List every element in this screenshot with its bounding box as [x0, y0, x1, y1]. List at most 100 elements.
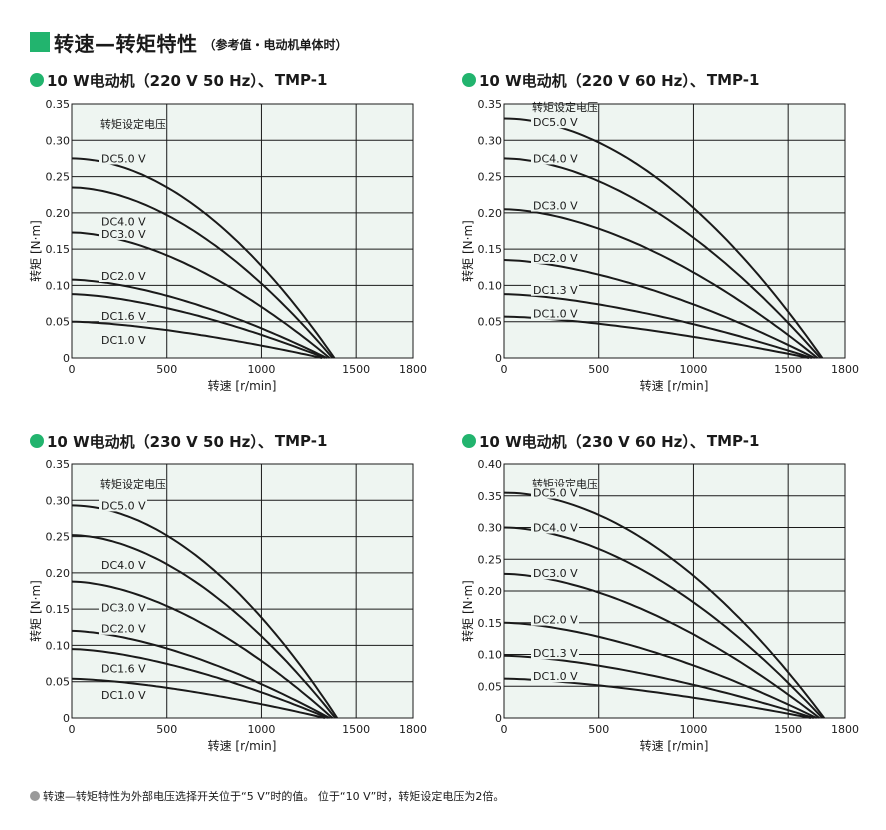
series-curve — [71, 580, 334, 719]
series-label: DC2.0 V — [533, 614, 578, 627]
series-label-background — [99, 688, 147, 701]
y-tick-label: 0.30 — [46, 494, 71, 507]
x-tick-label: 1800 — [399, 363, 427, 376]
y-tick-label: 0 — [495, 352, 502, 365]
series-label: DC1.3 V — [533, 284, 578, 297]
series-label-background — [99, 662, 147, 675]
y-tick-label: 0.20 — [46, 207, 71, 220]
y-tick-label: 0.20 — [478, 585, 503, 598]
y-tick-label: 0.10 — [478, 279, 503, 292]
x-tick-label: 1000 — [679, 363, 707, 376]
series-label-background — [99, 227, 147, 240]
x-tick-label: 1000 — [247, 723, 275, 736]
series-curve — [503, 526, 824, 719]
y-tick-label: 0.30 — [478, 134, 503, 147]
series-label-background — [531, 283, 579, 296]
chart-4: 0 500 1000 1500 1800 0 0.05 0.10 0.15 0.20 0.25 0.3… — [432, 450, 872, 770]
gray-dot-icon — [30, 791, 40, 801]
series-label: DC3.0 V — [101, 602, 146, 615]
series-label-background — [531, 486, 579, 499]
x-tick-label: 1500 — [774, 363, 802, 376]
series-label: DC5.0 V — [533, 116, 578, 129]
series-label-background — [531, 307, 579, 320]
page-title: 转速—转矩特性 （参考值・电动机单体时） — [30, 28, 348, 56]
series-label-background — [531, 152, 579, 165]
legend-title: 转矩设定电压 — [100, 477, 166, 491]
chart-heading-text: 10 W电动机（220 V 60 Hz）、 — [479, 71, 705, 90]
chart-heading-3: 10 W电动机（230 V 50 Hz）、 TMP-1 — [30, 431, 327, 451]
chart-heading-model: TMP-1 — [274, 71, 328, 89]
chart-svg: 0 500 1000 1500 1800 0 0.05 0.10 0.15 0.20 0.25 0.3… — [28, 458, 427, 753]
x-tick-label: 0 — [69, 363, 76, 376]
series-label: DC1.3 V — [533, 647, 578, 660]
y-tick-label: 0.30 — [46, 134, 71, 147]
plot-frame — [71, 103, 414, 359]
chart-heading-2: 10 W电动机（220 V 60 Hz）、 TMP-1 — [462, 70, 759, 90]
y-axis-label: 转矩 [N·m] — [28, 580, 43, 642]
series-label: DC1.0 V — [533, 308, 578, 321]
chart-heading-4: 10 W电动机（230 V 60 Hz）、 TMP-1 — [462, 431, 759, 451]
series-label-background — [99, 622, 147, 635]
x-tick-label: 1800 — [831, 363, 859, 376]
y-tick-label: 0.05 — [46, 676, 71, 689]
y-tick-label: 0.30 — [478, 522, 503, 535]
series-curve — [503, 572, 821, 719]
series-label: DC5.0 V — [101, 499, 146, 512]
y-tick-label: 0.40 — [478, 458, 503, 471]
series-curve — [71, 534, 337, 719]
chart-svg: 0 500 1000 1500 1800 0 0.05 0.10 0.15 0.20 0.25 0.3… — [28, 98, 427, 393]
series-curve — [71, 504, 339, 719]
y-tick-label: 0.10 — [46, 639, 71, 652]
x-tick-label: 0 — [69, 723, 76, 736]
page-subtitle: （参考值・电动机单体时） — [203, 37, 348, 52]
series-label-background — [99, 215, 147, 228]
y-axis-label: 转矩 [N·m] — [460, 580, 475, 642]
series-label-background — [531, 567, 579, 580]
chart-heading-1: 10 W电动机（220 V 50 Hz）、 TMP-1 — [30, 70, 327, 90]
y-tick-label: 0.25 — [478, 553, 503, 566]
y-tick-label: 0.25 — [46, 531, 71, 544]
y-tick-label: 0.20 — [478, 207, 503, 220]
y-tick-label: 0.35 — [46, 98, 71, 111]
series-curve — [71, 677, 326, 719]
green-dot-icon — [462, 73, 476, 87]
y-tick-label: 0.35 — [46, 458, 71, 471]
x-tick-label: 500 — [588, 363, 609, 376]
series-label: DC1.0 V — [101, 689, 146, 702]
series-label-background — [99, 601, 147, 614]
chart-heading-model: TMP-1 — [706, 71, 760, 89]
series-curve — [503, 491, 825, 719]
green-dot-icon — [462, 434, 476, 448]
green-dot-icon — [30, 73, 44, 87]
green-square-icon — [30, 32, 50, 52]
chart-heading-text: 10 W电动机（230 V 60 Hz）、 — [479, 432, 705, 451]
x-axis-label: 转速 [r/min] — [640, 378, 709, 393]
series-curve — [503, 157, 822, 359]
series-label: DC3.0 V — [533, 567, 578, 580]
y-tick-label: 0.15 — [478, 617, 503, 630]
series-label: DC5.0 V — [101, 152, 146, 165]
series-curve — [503, 259, 816, 359]
chart-svg: 0 500 1000 1500 1800 0 0.05 0.10 0.15 0.20 0.25 0.3… — [460, 98, 859, 393]
x-tick-label: 1000 — [679, 723, 707, 736]
series-label-background — [531, 251, 579, 264]
y-tick-label: 0.15 — [478, 243, 503, 256]
x-axis-label: 转速 [r/min] — [640, 738, 709, 753]
y-axis-label: 转矩 [N·m] — [460, 220, 475, 282]
y-tick-label: 0.10 — [46, 279, 71, 292]
x-tick-label: 500 — [156, 723, 177, 736]
series-label-background — [531, 199, 579, 212]
y-axis-label: 转矩 [N·m] — [28, 220, 43, 282]
y-tick-label: 0 — [495, 712, 502, 725]
series-label: DC4.0 V — [533, 522, 578, 535]
x-tick-label: 1800 — [399, 723, 427, 736]
y-tick-label: 0.05 — [478, 680, 503, 693]
series-label-background — [99, 499, 147, 512]
series-label: DC2.0 V — [101, 270, 146, 283]
series-label: DC1.0 V — [533, 670, 578, 683]
series-label: DC3.0 V — [533, 200, 578, 213]
series-curve — [503, 293, 813, 359]
series-curve — [503, 654, 814, 719]
chart-2: 0 500 1000 1500 1800 0 0.05 0.10 0.15 0.20 0.25 0.3… — [432, 90, 872, 410]
footnote: 转速—转矩特性为外部电压选择开关位于“5 V”时的值。 位于“10 V”时，转矩… — [30, 788, 504, 804]
